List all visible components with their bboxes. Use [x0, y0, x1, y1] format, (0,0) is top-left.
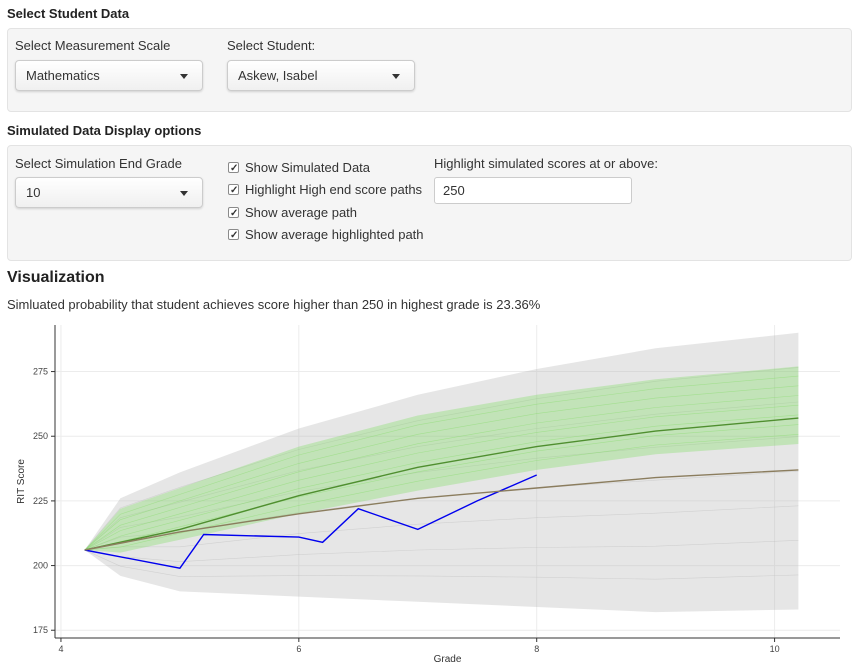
- y-tick-label: 250: [33, 431, 48, 441]
- chevron-down-icon: [392, 74, 400, 79]
- display-section-title: Simulated Data Display options: [7, 123, 202, 138]
- y-tick-label: 225: [33, 496, 48, 506]
- student-section-title: Select Student Data: [7, 6, 130, 21]
- simulation-band: [84, 332, 799, 613]
- simulated-path: [84, 395, 799, 551]
- x-tick-label: 4: [58, 644, 63, 654]
- series-line: [84, 417, 799, 551]
- student-select[interactable]: Askew, Isabel: [227, 60, 415, 91]
- series-line: [84, 469, 799, 551]
- checkbox-checked-icon: [228, 182, 239, 200]
- y-tick-label: 175: [33, 625, 48, 635]
- checkbox-label: Show average highlighted path: [245, 227, 424, 242]
- chart-grid: [55, 325, 840, 638]
- checkbox-checked-icon: [228, 227, 239, 245]
- checkbox-label: Show Simulated Data: [245, 160, 371, 175]
- simulated-path: [84, 424, 799, 551]
- y-tick-label: 275: [33, 367, 48, 377]
- simulated-path: [84, 367, 799, 551]
- x-tick-label: 10: [770, 644, 780, 654]
- simulated-path: [84, 540, 799, 563]
- checkbox-checked-icon: [228, 205, 239, 223]
- plot-background: [55, 325, 840, 638]
- x-tick-label: 8: [534, 644, 539, 654]
- end-grade-select-value: 10: [26, 185, 41, 200]
- chart-axes: 4 6 8 10 175 200 225 250 275 Grade RIT Score: [16, 325, 840, 665]
- chevron-down-icon: [180, 74, 188, 79]
- visualization-title: Visualization: [7, 269, 105, 286]
- probability-text: Simluated probability that student achie…: [7, 297, 541, 312]
- scale-label: Select Measurement Scale: [15, 38, 171, 53]
- simulated-path: [84, 375, 799, 551]
- simulated-path: [84, 414, 799, 551]
- end-grade-select[interactable]: 10: [15, 177, 203, 208]
- series-line: [84, 474, 537, 569]
- simulated-path: [84, 549, 799, 580]
- student-label: Select Student:: [227, 38, 316, 53]
- checkbox-checked-icon: [228, 160, 239, 178]
- checkbox-label: Show average path: [245, 205, 358, 220]
- chevron-down-icon: [180, 191, 188, 196]
- checkbox-label: Highlight High end score paths: [245, 182, 423, 197]
- threshold-input[interactable]: [434, 177, 632, 204]
- x-axis-label: Grade: [434, 654, 462, 665]
- chart-series: [84, 417, 799, 569]
- simulated-path: [84, 404, 799, 551]
- scale-select[interactable]: Mathematics: [15, 60, 203, 91]
- threshold-label: Highlight simulated scores at or above:: [434, 156, 659, 171]
- simulated-path: [84, 385, 799, 551]
- y-tick-label: 200: [33, 561, 48, 571]
- rit-score-chart: 4 6 8 10 175 200 225 250 275 Grade RIT Score: [16, 325, 840, 665]
- x-tick-label: 6: [296, 644, 301, 654]
- simulated-path: [84, 434, 799, 551]
- end-grade-label: Select Simulation End Grade: [15, 156, 182, 171]
- student-select-value: Askew, Isabel: [238, 68, 318, 83]
- simulated-path: [84, 505, 799, 551]
- y-axis-label: RIT Score: [16, 459, 27, 504]
- simulated-path: [84, 401, 799, 551]
- scale-select-value: Mathematics: [26, 68, 100, 83]
